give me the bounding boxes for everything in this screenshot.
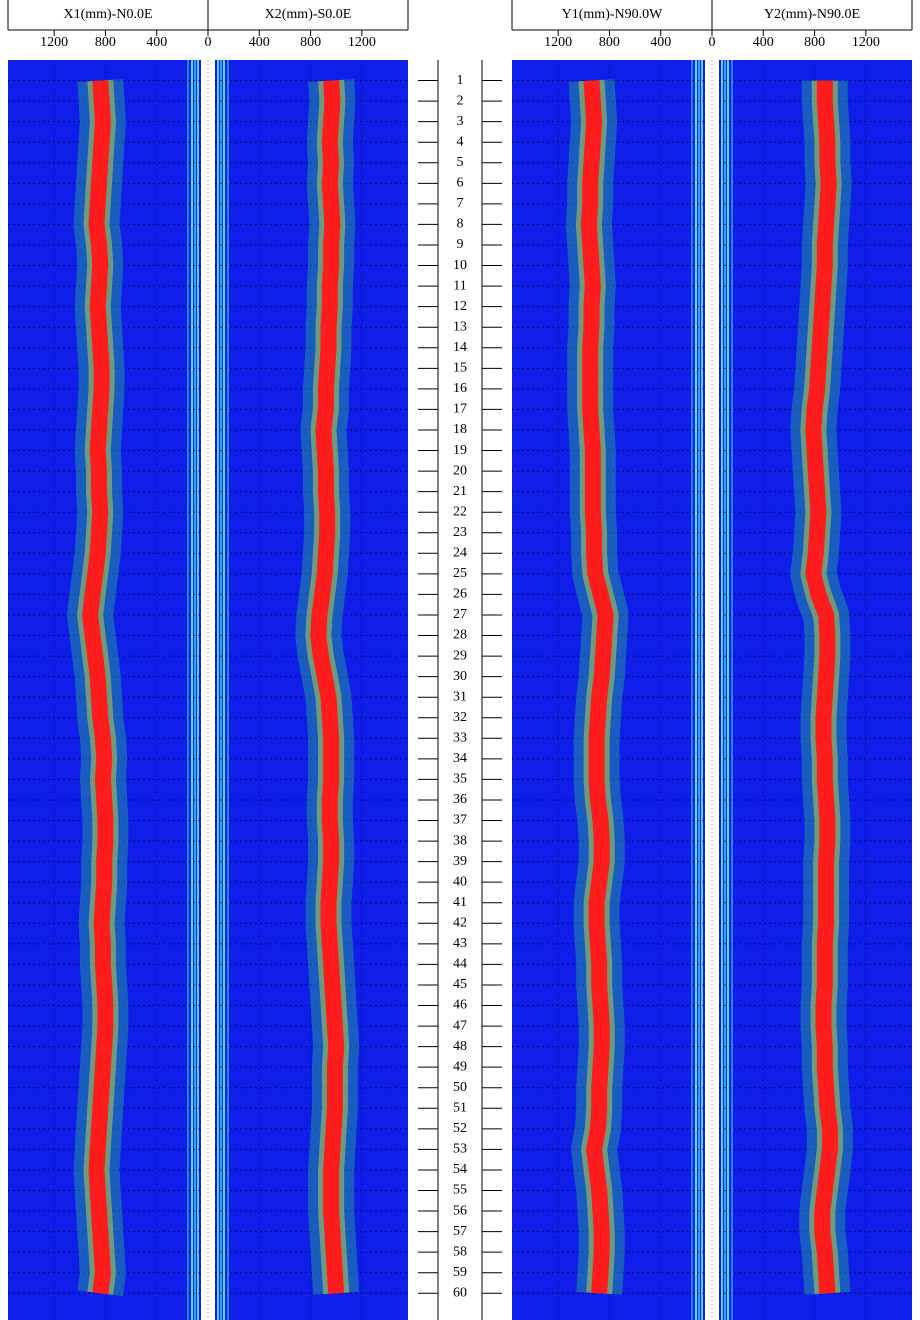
depth-label: 34: [453, 751, 467, 766]
depth-label: 35: [453, 772, 467, 787]
depth-label: 27: [453, 607, 467, 622]
depth-label: 60: [453, 1285, 467, 1300]
depth-label: 18: [453, 422, 467, 437]
depth-label: 16: [453, 381, 467, 396]
depth-label: 8: [457, 217, 464, 232]
depth-label: 21: [453, 484, 467, 499]
x-tick-label: 0: [205, 35, 212, 50]
depth-label: 52: [453, 1121, 467, 1136]
depth-label: 26: [453, 587, 467, 602]
depth-label: 19: [453, 443, 467, 458]
depth-label: 49: [453, 1059, 467, 1074]
depth-label: 55: [453, 1183, 467, 1198]
depth-label: 23: [453, 525, 467, 540]
depth-label: 30: [453, 669, 467, 684]
plot-background: [719, 60, 912, 1320]
depth-label: 53: [453, 1142, 467, 1157]
depth-label: 39: [453, 854, 467, 869]
depth-label: 3: [457, 114, 464, 129]
depth-label: 1: [457, 73, 464, 88]
depth-label: 25: [453, 566, 467, 581]
depth-label: 42: [453, 916, 467, 931]
depth-label: 40: [453, 874, 467, 889]
x-tick-label: 800: [300, 35, 321, 50]
depth-label: 33: [453, 731, 467, 746]
band-line: [805, 80, 838, 1294]
depth-label: 37: [453, 813, 467, 828]
depth-label: 24: [453, 546, 467, 561]
depth-label: 44: [453, 957, 467, 972]
depth-label: 6: [457, 176, 464, 191]
x-tick-label: 800: [599, 35, 620, 50]
depth-label: 7: [457, 196, 464, 211]
x-tick-label: 0: [709, 35, 716, 50]
depth-label: 5: [457, 155, 464, 170]
x-tick-label: 800: [804, 35, 825, 50]
depth-label: 45: [453, 977, 467, 992]
x-tick-label: 800: [95, 35, 116, 50]
x-tick-label: 400: [650, 35, 671, 50]
depth-label: 43: [453, 936, 467, 951]
x-tick-label: 400: [146, 35, 167, 50]
depth-label: 59: [453, 1265, 467, 1280]
depth-label: 4: [457, 134, 464, 149]
depth-label: 28: [453, 628, 467, 643]
depth-label: 46: [453, 998, 467, 1013]
depth-label: 47: [453, 1018, 467, 1033]
panel-title: Y2(mm)-N90.0E: [764, 7, 860, 22]
depth-label: 15: [453, 361, 467, 376]
panel-title: Y1(mm)-N90.0W: [562, 7, 663, 22]
depth-label: 10: [453, 258, 467, 273]
depth-label: 41: [453, 895, 467, 910]
depth-label: 51: [453, 1101, 467, 1116]
x-tick-label: 1200: [348, 35, 376, 50]
depth-label: 13: [453, 319, 467, 334]
plot-background: [215, 60, 408, 1320]
depth-label: 2: [457, 93, 464, 108]
depth-label: 31: [453, 689, 467, 704]
panel-title: X2(mm)-S0.0E: [265, 7, 352, 22]
plot-background: [512, 60, 705, 1320]
depth-label: 14: [453, 340, 467, 355]
depth-label: 54: [453, 1162, 467, 1177]
x-tick-label: 1200: [544, 35, 572, 50]
depth-label: 38: [453, 833, 467, 848]
x-tick-label: 400: [753, 35, 774, 50]
depth-label: 32: [453, 710, 467, 725]
depth-label: 56: [453, 1203, 467, 1218]
depth-label: 22: [453, 504, 467, 519]
depth-label: 36: [453, 792, 467, 807]
depth-label: 17: [453, 402, 467, 417]
depth-label: 29: [453, 648, 467, 663]
band-line: [310, 80, 345, 1294]
x-tick-label: 1200: [40, 35, 68, 50]
band-line: [580, 80, 614, 1294]
depth-label: 9: [457, 237, 464, 252]
depth-label: 20: [453, 463, 467, 478]
x-tick-label: 400: [249, 35, 270, 50]
depth-label: 58: [453, 1244, 467, 1259]
depth-label: 50: [453, 1080, 467, 1095]
band-line: [82, 80, 114, 1295]
depth-label: 48: [453, 1039, 467, 1054]
depth-label: 12: [453, 299, 467, 314]
depth-label: 11: [453, 278, 466, 293]
panel-title: X1(mm)-N0.0E: [63, 7, 152, 22]
x-tick-label: 1200: [852, 35, 880, 50]
depth-label: 57: [453, 1224, 467, 1239]
